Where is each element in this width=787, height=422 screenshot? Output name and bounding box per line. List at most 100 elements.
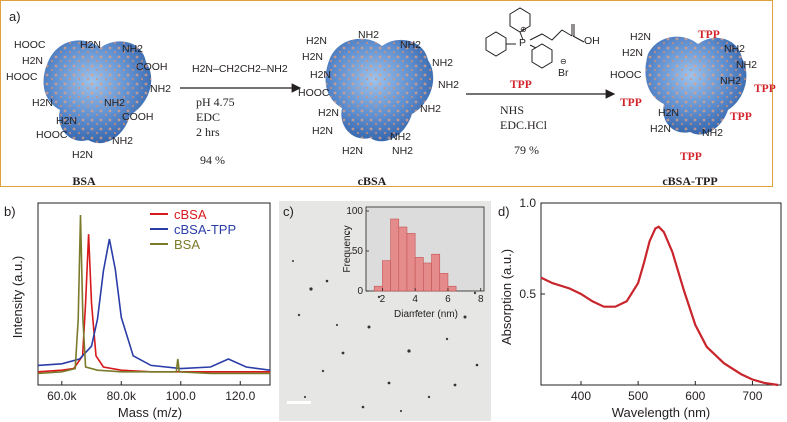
y-axis-label: Intensity (a.u.) <box>10 256 25 338</box>
x-tick-label: 2 <box>380 294 386 305</box>
cbsa-tpp-functional-groups: H2N TPP H2N NH2 NH2 HOOC NH2 TPP TPP H2N… <box>610 29 776 163</box>
tpp-group: TPP <box>620 97 642 109</box>
group-label: COOH <box>136 61 168 73</box>
series-line-cbsa-tpp <box>37 238 271 371</box>
x-tick-label: 400 <box>571 389 591 403</box>
absorption-line <box>540 225 779 387</box>
cbsa-caption: cBSA <box>358 174 387 188</box>
panel-c-label: c) <box>283 204 294 219</box>
condition-text: EDC.HCl <box>500 118 548 132</box>
y-axis-label: Frequency <box>342 225 353 272</box>
histogram-bar <box>373 285 383 292</box>
group-label: HOOC <box>14 39 46 51</box>
group-label: NH2 <box>358 29 379 41</box>
y-axis-label: Absorption (a.u.) <box>499 249 514 345</box>
cbsa-tpp-caption: cBSA-TPP <box>662 174 717 188</box>
group-label: H2N <box>302 51 323 63</box>
histogram-bar <box>439 273 449 292</box>
group-label: COOH <box>122 111 154 123</box>
tpp-group: TPP <box>680 151 702 163</box>
group-label: H2N <box>312 125 333 137</box>
panel-a-label: a) <box>9 9 21 24</box>
group-label: NH2 <box>104 97 125 109</box>
legend-label-cbsa: cBSA <box>174 207 207 222</box>
plot-frame <box>37 202 271 386</box>
x-tick-label: 120.0 <box>225 389 255 403</box>
group-label: H2N <box>658 107 679 119</box>
x-tick-label: 8 <box>478 294 484 305</box>
cbsa-functional-groups: H2N NH2 H2N NH2 H2N NH2 HOOC NH2 H2N NH2… <box>298 29 459 157</box>
group-label: NH2 <box>438 79 459 91</box>
tpp-group: TPP <box>754 83 776 95</box>
absorption-spectrum-chart: 400 500 600 700 0.5 1.0 Wavelength (nm) Absor… <box>499 196 782 420</box>
condition-text: EDC <box>196 110 220 124</box>
yield-text: 94 % <box>200 153 225 167</box>
y-tick-label: 100 <box>346 206 363 217</box>
x-axis-label: Diameter (nm) <box>394 309 458 320</box>
x-tick-label: 6 <box>445 294 451 305</box>
condition-text: pH 4.75 <box>196 95 235 109</box>
y-tick-label: 0 <box>357 286 363 297</box>
histogram-bar <box>431 253 441 292</box>
group-label: H2N <box>342 145 363 157</box>
legend-label-bsa: BSA <box>174 237 200 252</box>
scheme-panel <box>0 0 773 187</box>
histogram-bar <box>423 262 432 292</box>
group-label: H2N <box>306 35 327 47</box>
scheme-graphic: HOOC H2N NH2 H2N COOH HOOC NH2 H2N NH2 H… <box>6 7 776 188</box>
panel-d-label: d) <box>498 204 510 219</box>
condition-text: 2 hrs <box>196 125 220 139</box>
group-label: NH2 <box>724 43 745 55</box>
histogram-bar <box>414 257 424 292</box>
group-label: NH2 <box>392 145 413 157</box>
group-label: NH2 <box>702 127 723 139</box>
group-label: HOOC <box>6 71 38 83</box>
group-label: H2N <box>72 149 93 161</box>
x-tick-label: 100.0 <box>166 389 196 403</box>
group-label: H2N <box>22 55 43 67</box>
condition-text: NHS <box>500 103 524 117</box>
scale-bar <box>287 401 311 404</box>
panel-b-label: b) <box>4 204 16 219</box>
group-label: NH2 <box>736 59 757 71</box>
group-label: NH2 <box>720 75 741 87</box>
tpp-group: TPP <box>730 111 752 123</box>
plus-charge: ⊕ <box>520 25 527 34</box>
group-label: NH2 <box>112 135 133 147</box>
x-tick-label: 4 <box>412 294 418 305</box>
x-axis-label: Mass (m/z) <box>118 405 182 420</box>
group-label: NH2 <box>432 57 453 69</box>
yield-text: 79 % <box>514 143 539 157</box>
group-label: H2N <box>622 47 643 59</box>
cbsa-protein-graphic <box>325 38 434 142</box>
group-label: H2N <box>32 97 53 109</box>
group-label: HOOC <box>298 87 330 99</box>
bsa-caption: BSA <box>72 174 96 188</box>
series-line-bsa <box>37 214 270 375</box>
tpp-structure <box>485 7 585 69</box>
series-line-cbsa <box>37 234 270 373</box>
group-label: HOOC <box>610 69 642 81</box>
group-label: H2N <box>650 123 671 135</box>
phosphorus-atom: P <box>519 37 526 49</box>
bromide-counterion: Br <box>558 67 569 79</box>
tpp-reagent-label: TPP <box>510 79 532 91</box>
y-tick-label: 50 <box>352 246 364 257</box>
y-tick-label: 0.5 <box>519 287 536 301</box>
size-histogram-inset: 2 4 6 8 0 50 100 Diameter (nm) Frequency <box>342 206 485 320</box>
tpp-group: TPP <box>698 29 720 41</box>
histogram-bar <box>447 285 457 292</box>
x-tick-label: 600 <box>685 389 705 403</box>
maldi-spectrum-chart: 60.0k 80.0k 100.0 120.0 cBSA cBSA-TPP BSA M… <box>10 202 271 420</box>
x-tick-label: 80.0k <box>107 389 137 403</box>
group-label: NH2 <box>390 131 411 143</box>
group-label: NH2 <box>122 43 143 55</box>
histogram-bar <box>382 260 391 292</box>
bsa-functional-groups: HOOC H2N NH2 H2N COOH HOOC NH2 H2N NH2 H… <box>6 39 171 161</box>
histogram-bar <box>406 233 416 292</box>
group-label: H2N <box>318 107 339 119</box>
legend-label-cbsa-tpp: cBSA-TPP <box>174 222 236 237</box>
tem-particles <box>287 232 483 413</box>
group-label: NH2 <box>400 39 421 51</box>
reaction-step-1: H2N–CH2CH2–NH2 pH 4.75 EDC 2 hrs 94 % <box>180 63 302 167</box>
